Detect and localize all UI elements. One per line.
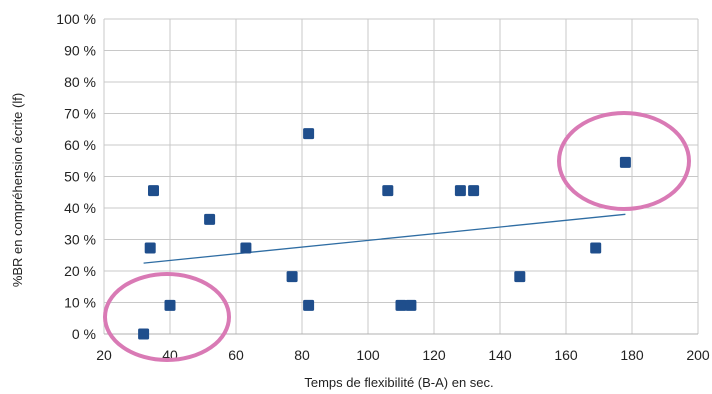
y-tick-label: 30 % — [64, 232, 96, 248]
annotation-layer — [103, 111, 691, 362]
x-tick-label: 60 — [228, 347, 244, 363]
data-point — [148, 185, 159, 197]
y-axis-title: %BR en compréhension écrite (lf) — [10, 93, 25, 287]
x-tick-label: 120 — [422, 347, 446, 363]
x-tick-label: 200 — [686, 347, 710, 363]
x-tick-label: 80 — [294, 347, 310, 363]
trend-layer — [143, 213, 626, 264]
y-tick-label: 100 % — [56, 11, 96, 27]
y-tick-label: 10 % — [64, 295, 96, 311]
x-tick-label: 160 — [554, 347, 578, 363]
data-point — [144, 242, 156, 254]
data-point — [382, 185, 394, 197]
data-point — [204, 213, 216, 225]
trend-line — [143, 213, 626, 264]
y-tick-label: 50 % — [64, 169, 96, 185]
data-point — [454, 185, 466, 197]
x-axis-title: Temps de flexibilité (B-A) en sec. — [304, 375, 493, 390]
x-tick-label: 20 — [96, 347, 112, 363]
highlight-ellipse-high — [557, 111, 691, 211]
points-layer — [138, 128, 631, 340]
data-point — [514, 271, 526, 283]
data-point — [395, 299, 407, 311]
data-point — [303, 299, 315, 311]
y-tick-label: 70 % — [64, 106, 96, 122]
data-point — [164, 299, 176, 311]
x-tick-label: 180 — [620, 347, 644, 363]
data-point — [286, 271, 298, 283]
y-tick-label: 0 % — [72, 326, 96, 342]
y-tick-label: 90 % — [64, 43, 96, 59]
data-point — [240, 242, 252, 254]
data-point — [619, 156, 631, 168]
data-point — [590, 242, 602, 254]
highlight-ellipse-low — [103, 272, 231, 362]
x-tick-label: 140 — [488, 347, 512, 363]
y-tick-label: 20 % — [64, 263, 96, 279]
x-tick-label: 100 — [356, 347, 380, 363]
y-tick-label: 40 % — [64, 200, 96, 216]
data-point — [138, 328, 150, 340]
y-tick-label: 60 % — [64, 137, 96, 153]
data-point — [405, 299, 417, 311]
axis-layer: 0 % 10 % 20 % 30 % 40 % 50 % 60 % 70 % 80 % 90 % 1… — [56, 11, 710, 363]
grid-layer — [103, 18, 699, 335]
data-point — [303, 128, 315, 140]
y-tick-label: 80 % — [64, 74, 96, 90]
data-point — [468, 185, 480, 197]
